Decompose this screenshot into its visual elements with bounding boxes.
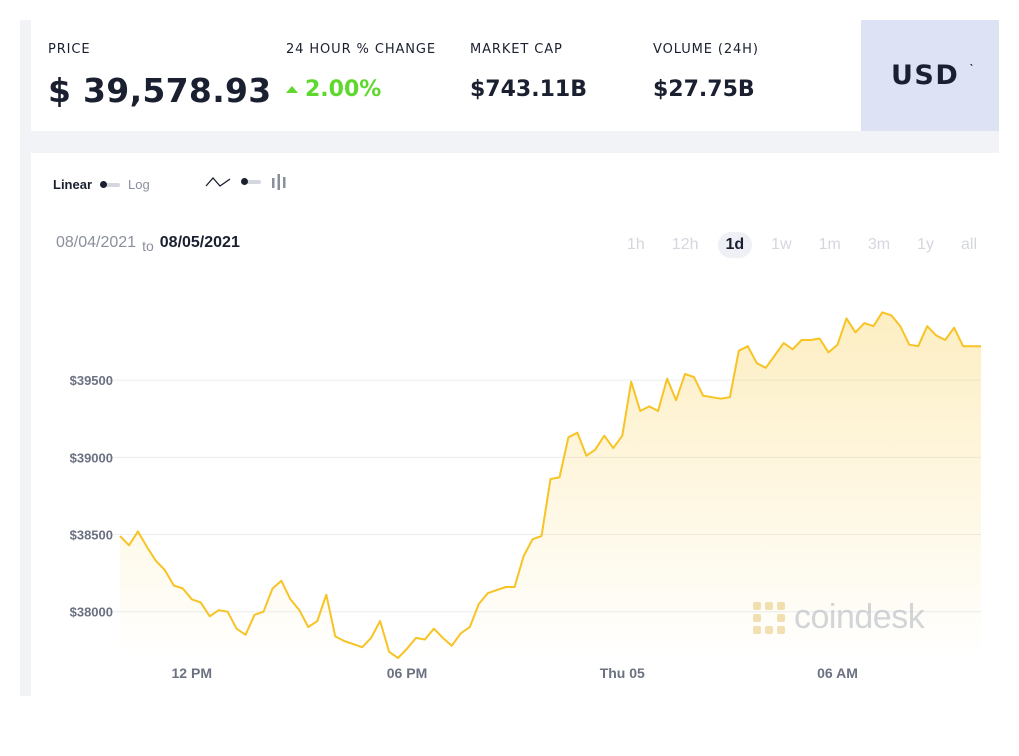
- range-button-1d[interactable]: 1d: [717, 232, 753, 258]
- range-button-1y[interactable]: 1y: [917, 236, 934, 253]
- line-chart-icon[interactable]: [205, 175, 231, 189]
- scale-toggle[interactable]: Linear Log: [53, 177, 150, 192]
- date-to[interactable]: 08/05/2021: [159, 234, 240, 251]
- price-stat: PRICE $ 39,578.93: [48, 42, 272, 110]
- chart-panel: $38000 $38500 $39000 $39500 12 PM 06 PM Thu 05…: [31, 153, 999, 696]
- volume-label: VOLUME (24H): [653, 42, 759, 57]
- candlestick-icon[interactable]: [271, 173, 287, 191]
- x-tick-label: Thu 05: [600, 665, 645, 681]
- coindesk-logo-icon: [753, 601, 785, 634]
- scale-switch[interactable]: [100, 180, 121, 188]
- date-range: 08/04/2021 to 08/05/2021: [56, 234, 240, 254]
- range-button-12h[interactable]: 12h: [671, 236, 699, 253]
- range-button-3m[interactable]: 3m: [867, 236, 891, 253]
- price-line: [119, 311, 981, 659]
- up-arrow-icon: [286, 86, 298, 93]
- y-tick-label: $39000: [70, 450, 113, 465]
- scale-switch-knob: [100, 180, 108, 188]
- scale-log-label[interactable]: Log: [128, 177, 150, 192]
- range-button-1h[interactable]: 1h: [627, 236, 645, 253]
- y-tick-label: $38000: [70, 605, 113, 620]
- scale-linear-label[interactable]: Linear: [53, 177, 93, 192]
- chart-type-toggle[interactable]: [205, 173, 287, 191]
- date-from[interactable]: 08/04/2021: [56, 234, 137, 251]
- scale-switch-track: [104, 182, 121, 187]
- price-value: $ 39,578.93: [48, 71, 272, 110]
- range-buttons: 1h 12h 1d 1w 1m 3m 1y all: [619, 232, 996, 258]
- change-label: 24 HOUR % CHANGE: [286, 42, 437, 57]
- chart-type-switch[interactable]: [241, 178, 261, 185]
- price-label: PRICE: [48, 42, 91, 57]
- watermark-text: coindesk: [794, 598, 925, 636]
- y-tick-label: $38500: [70, 528, 113, 543]
- x-tick-label: 12 PM: [172, 665, 212, 681]
- market-cap-value: $743.11B: [470, 77, 587, 102]
- range-button-1w[interactable]: 1w: [771, 236, 792, 253]
- y-tick-label: $39500: [70, 373, 113, 388]
- price-chart: $38000 $38500 $39000 $39500 12 PM 06 PM Thu 05…: [70, 311, 981, 681]
- change-value-row: 2.00%: [286, 77, 436, 102]
- market-cap-label: MARKET CAP: [470, 42, 563, 57]
- currency-label: USD: [891, 60, 960, 91]
- volume-value: $27.75B: [653, 77, 755, 102]
- stats-bar: PRICE $ 39,578.93 24 HOUR % CHANGE 2.00%…: [31, 20, 999, 131]
- date-to-word: to: [142, 238, 154, 254]
- chart-type-switch-track: [245, 180, 261, 184]
- change-value: 2.00%: [305, 77, 382, 102]
- x-tick-label: 06 PM: [387, 665, 427, 681]
- range-button-1m[interactable]: 1m: [818, 236, 841, 253]
- volume-stat: VOLUME (24H) $27.75B: [653, 42, 759, 102]
- coindesk-watermark: coindesk: [752, 598, 925, 637]
- chevron-down-icon: ˋ: [969, 60, 974, 77]
- currency-selector[interactable]: USD ˋ: [861, 20, 999, 131]
- chart-type-switch-knob: [241, 178, 248, 185]
- market-cap-stat: MARKET CAP $743.11B: [470, 42, 587, 102]
- x-tick-label: 06 AM: [817, 665, 858, 681]
- range-button-all[interactable]: all: [961, 236, 978, 253]
- change-stat: 24 HOUR % CHANGE 2.00%: [286, 42, 436, 102]
